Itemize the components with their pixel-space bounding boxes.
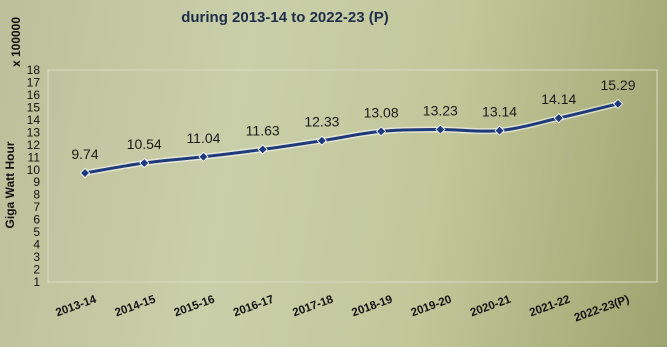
data-point-marker [494,125,505,136]
y-tick-label: 9 [33,175,40,189]
data-point-marker [198,151,209,162]
y-tick-label: 6 [33,213,40,227]
y-multiplier-label: x 100000 [9,17,23,67]
data-label: 14.14 [541,91,576,107]
x-tick-label: 2017-18 [291,293,335,319]
x-tick-label: 2014-15 [113,293,157,319]
x-tick-label: 2020-21 [469,293,513,319]
x-tick-label: 2015-16 [173,294,217,320]
data-point-marker [612,98,624,109]
x-tick-label: 2019-20 [410,294,454,320]
y-tick-label: 8 [33,188,40,202]
y-tick-label: 3 [33,250,40,264]
x-tick-label: 2013-14 [54,293,98,319]
x-tick-label: 2018-19 [350,294,394,320]
data-point-marker [553,113,564,124]
y-tick-label: 18 [27,63,41,77]
data-label: 9.74 [71,146,98,162]
y-tick-label: 14 [27,113,41,127]
y-tick-label: 2 [33,263,40,277]
y-axis-label: Giga Watt Hour [3,141,17,228]
y-tick-label: 11 [28,150,41,164]
y-tick-label: 17 [27,75,41,89]
y-tick-label: 12 [27,138,41,152]
y-tick-label: 4 [33,238,40,252]
data-label: 11.04 [186,130,220,146]
chart-title: during 2013-14 to 2022-23 (P) [181,9,389,26]
x-tick-label: 2021-22 [528,294,572,320]
data-label: 10.54 [127,136,162,152]
y-tick-label: 13 [27,125,41,139]
data-label: 13.08 [364,104,399,120]
y-tick-label: 7 [33,200,40,214]
series-line [83,102,620,175]
data-point-marker [435,124,446,135]
y-tick-label: 16 [27,88,41,102]
data-point-marker [257,144,268,155]
data-label: 13.23 [423,102,458,118]
series-line-glow [82,100,621,177]
plot-frame [47,69,658,283]
data-point-marker [79,167,91,179]
data-point-marker [316,135,327,146]
data-label: 15.29 [600,77,635,93]
data-label: 11.63 [246,122,280,138]
data-label: 12.33 [304,114,339,130]
y-tick-label: 15 [27,100,41,114]
data-point-marker [376,126,387,137]
x-tick-label: 2016-17 [232,294,276,320]
y-tick-label: 10 [27,163,41,177]
y-tick-label: 1 [33,275,40,289]
data-label: 13.14 [482,104,517,120]
y-tick-label: 5 [33,225,40,239]
x-tick-label: 2022-23(P) [573,293,631,324]
data-point-marker [139,157,150,169]
